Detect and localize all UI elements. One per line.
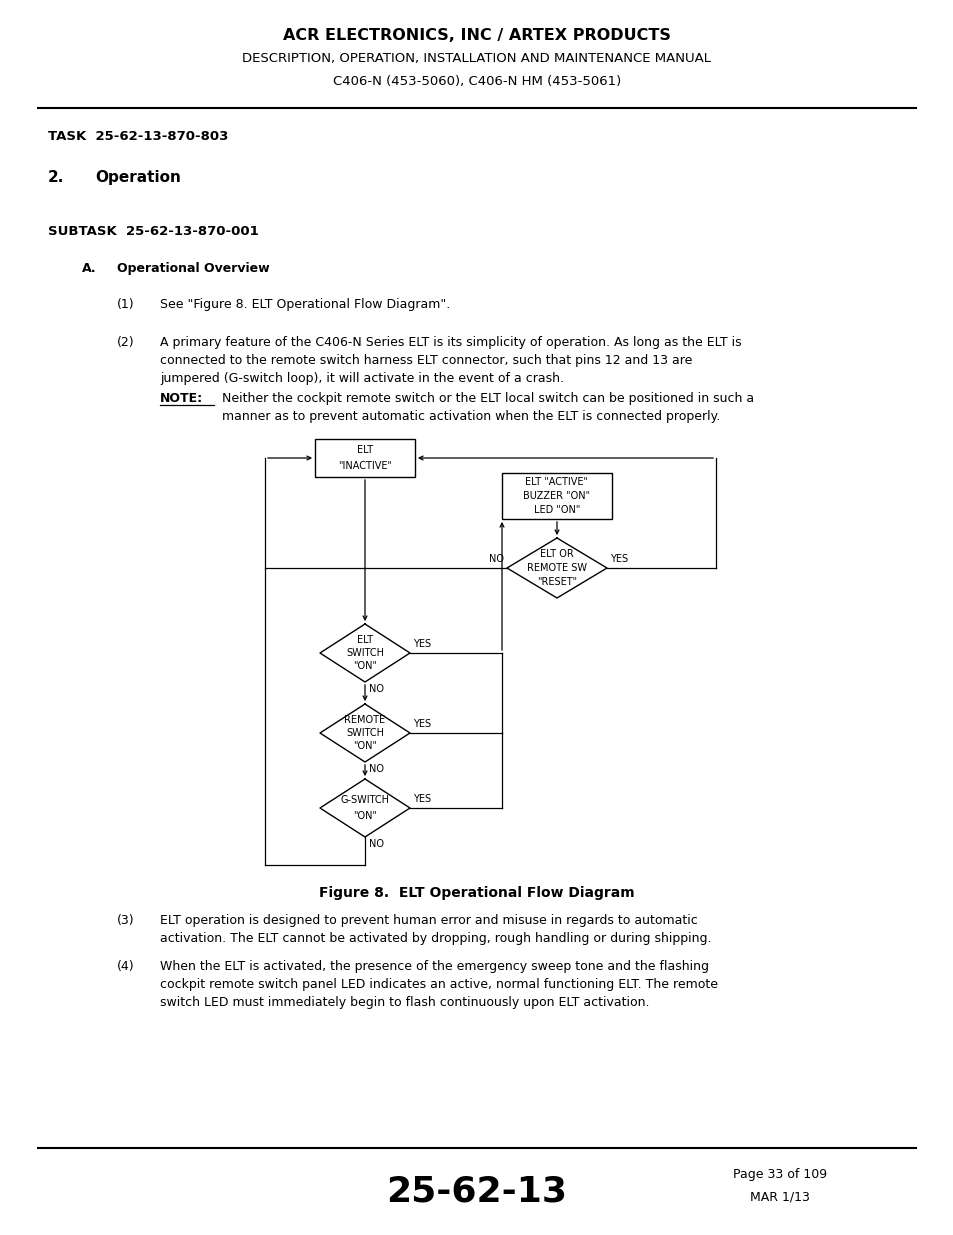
Text: YES: YES (609, 555, 627, 564)
Text: ACR ELECTRONICS, INC / ARTEX PRODUCTS: ACR ELECTRONICS, INC / ARTEX PRODUCTS (283, 28, 670, 43)
Text: "ON": "ON" (353, 811, 376, 821)
Text: manner as to prevent automatic activation when the ELT is connected properly.: manner as to prevent automatic activatio… (222, 410, 720, 424)
Text: "ON": "ON" (353, 741, 376, 751)
Bar (314, 438, 415, 477)
Text: Operation: Operation (95, 170, 181, 185)
Text: DESCRIPTION, OPERATION, INSTALLATION AND MAINTENANCE MANUAL: DESCRIPTION, OPERATION, INSTALLATION AND… (242, 52, 711, 65)
Text: SUBTASK  25-62-13-870-001: SUBTASK 25-62-13-870-001 (48, 225, 258, 238)
Text: See "Figure 8. ELT Operational Flow Diagram".: See "Figure 8. ELT Operational Flow Diag… (160, 298, 450, 311)
Text: switch LED must immediately begin to flash continuously upon ELT activation.: switch LED must immediately begin to fla… (160, 995, 649, 1009)
Text: When the ELT is activated, the presence of the emergency sweep tone and the flas: When the ELT is activated, the presence … (160, 960, 708, 973)
Text: REMOTE SW: REMOTE SW (526, 563, 586, 573)
Text: C406-N (453-5060), C406-N HM (453-5061): C406-N (453-5060), C406-N HM (453-5061) (333, 75, 620, 88)
Text: YES: YES (413, 794, 431, 804)
Text: ELT OR: ELT OR (539, 550, 574, 559)
Text: LED "ON": LED "ON" (534, 505, 579, 515)
Text: ELT: ELT (356, 635, 373, 645)
Text: A primary feature of the C406-N Series ELT is its simplicity of operation. As lo: A primary feature of the C406-N Series E… (160, 336, 740, 350)
Text: YES: YES (413, 638, 431, 650)
Text: Page 33 of 109: Page 33 of 109 (732, 1168, 826, 1181)
Text: jumpered (G-switch loop), it will activate in the event of a crash.: jumpered (G-switch loop), it will activa… (160, 372, 563, 385)
Text: NOTE:: NOTE: (160, 391, 203, 405)
Text: NO: NO (489, 555, 503, 564)
Text: ELT "ACTIVE": ELT "ACTIVE" (525, 477, 588, 487)
Text: YES: YES (413, 719, 431, 729)
Text: ELT: ELT (356, 445, 373, 454)
Text: cockpit remote switch panel LED indicates an active, normal functioning ELT. The: cockpit remote switch panel LED indicate… (160, 978, 718, 990)
Text: "INACTIVE": "INACTIVE" (337, 461, 392, 471)
Text: Figure 8.  ELT Operational Flow Diagram: Figure 8. ELT Operational Flow Diagram (319, 885, 634, 900)
Text: REMOTE: REMOTE (344, 715, 385, 725)
Text: NO: NO (369, 764, 384, 774)
Bar (501, 473, 612, 519)
Text: Operational Overview: Operational Overview (117, 262, 270, 275)
Text: BUZZER "ON": BUZZER "ON" (523, 492, 590, 501)
Text: 25-62-13: 25-62-13 (386, 1174, 567, 1209)
Text: ELT operation is designed to prevent human error and misuse in regards to automa: ELT operation is designed to prevent hum… (160, 914, 697, 927)
Text: activation. The ELT cannot be activated by dropping, rough handling or during sh: activation. The ELT cannot be activated … (160, 932, 711, 945)
Text: (4): (4) (117, 960, 134, 973)
Text: "ON": "ON" (353, 661, 376, 671)
Text: (2): (2) (117, 336, 134, 350)
Text: NO: NO (369, 684, 384, 694)
Text: TASK  25-62-13-870-803: TASK 25-62-13-870-803 (48, 130, 228, 143)
Text: NO: NO (369, 839, 384, 848)
Text: G-SWITCH: G-SWITCH (340, 795, 389, 805)
Text: connected to the remote switch harness ELT connector, such that pins 12 and 13 a: connected to the remote switch harness E… (160, 354, 692, 367)
Text: (1): (1) (117, 298, 134, 311)
Text: Neither the cockpit remote switch or the ELT local switch can be positioned in s: Neither the cockpit remote switch or the… (222, 391, 753, 405)
Text: 2.: 2. (48, 170, 64, 185)
Text: MAR 1/13: MAR 1/13 (749, 1191, 809, 1203)
Text: SWITCH: SWITCH (346, 648, 384, 658)
Text: "RESET": "RESET" (537, 577, 577, 587)
Text: (3): (3) (117, 914, 134, 927)
Text: SWITCH: SWITCH (346, 727, 384, 739)
Text: A.: A. (82, 262, 96, 275)
